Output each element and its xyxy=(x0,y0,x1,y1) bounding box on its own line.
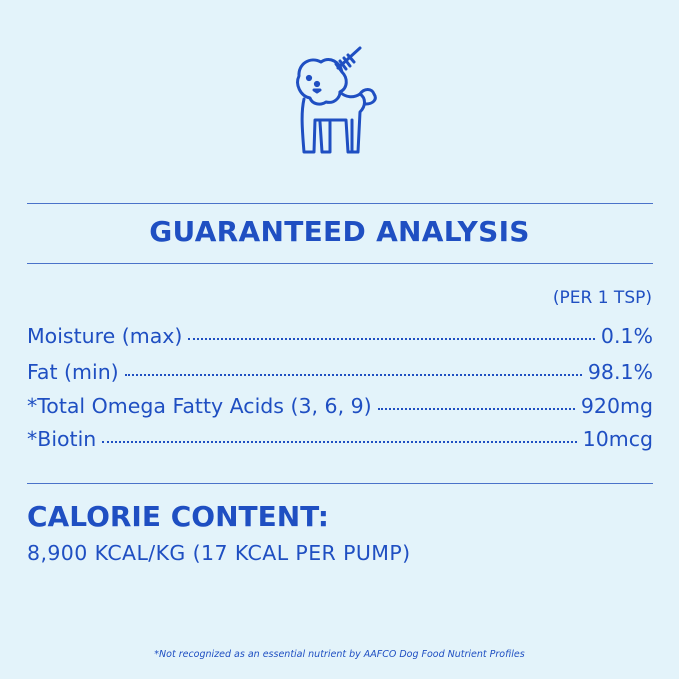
row-value: 920mg xyxy=(580,394,653,418)
analysis-row: Fat (min) 98.1% xyxy=(27,360,653,384)
divider-bottom xyxy=(27,483,653,484)
analysis-row: *Total Omega Fatty Acids (3, 6, 9) 920mg xyxy=(27,394,653,418)
row-value: 0.1% xyxy=(600,324,653,348)
dot-leader xyxy=(377,408,575,410)
divider-top xyxy=(27,203,653,204)
dot-leader xyxy=(188,338,595,340)
row-value: 98.1% xyxy=(587,360,653,384)
row-label: Moisture (max) xyxy=(27,324,183,348)
dot-leader xyxy=(124,374,582,376)
analysis-row: *Biotin 10mcg xyxy=(27,427,653,451)
calorie-heading: CALORIE CONTENT: xyxy=(27,500,329,533)
divider-title xyxy=(27,263,653,264)
dog-grooming-brush-icon xyxy=(296,46,377,154)
row-label: Fat (min) xyxy=(27,360,119,384)
section-title: GUARANTEED ANALYSIS xyxy=(149,215,530,248)
dot-leader xyxy=(102,441,577,443)
analysis-row: Moisture (max) 0.1% xyxy=(27,324,653,348)
row-value: 10mcg xyxy=(582,427,653,451)
per-unit-label: (PER 1 TSP) xyxy=(552,288,652,308)
footnote: *Not recognized as an essential nutrient… xyxy=(154,649,525,660)
calorie-value: 8,900 KCAL/KG (17 KCAL PER PUMP) xyxy=(27,541,411,565)
row-label: *Biotin xyxy=(27,427,97,451)
row-label: *Total Omega Fatty Acids (3, 6, 9) xyxy=(27,394,372,418)
